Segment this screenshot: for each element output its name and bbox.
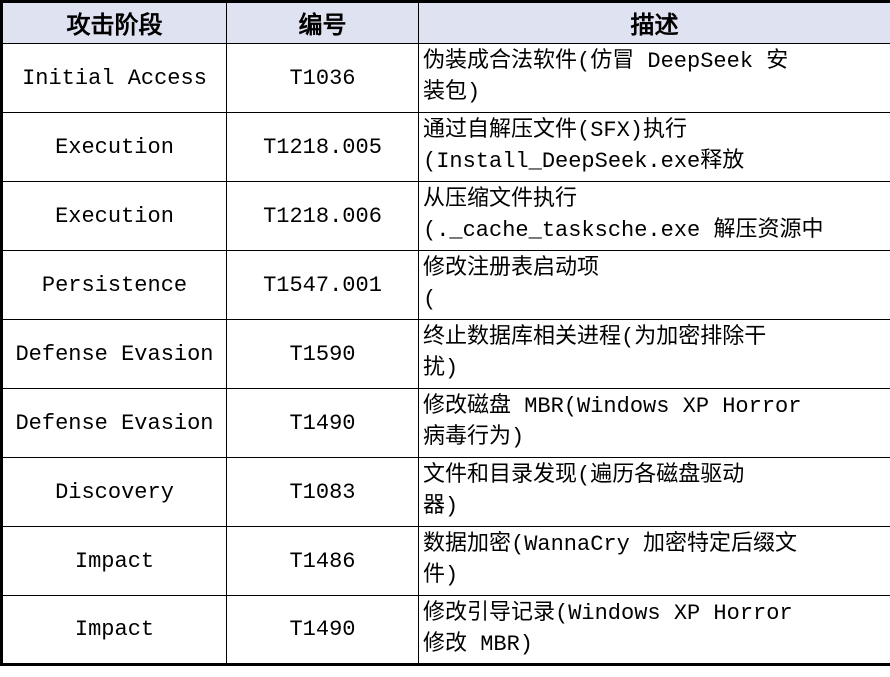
technique-id-cell: T1218.006 [226,181,419,251]
technique-id-cell: T1486 [226,526,419,596]
attack-phase-cell: Impact [1,595,227,665]
description-cell: 文件和目录发现(遍历各磁盘驱动 器) [418,457,890,527]
attack-phase-cell: Defense Evasion [1,319,227,389]
technique-id-cell: T1490 [226,595,419,665]
table-body: Initial Access T1036 伪装成合法软件(仿冒 DeepSeek… [1,43,890,665]
technique-id-cell: T1547.001 [226,250,419,320]
technique-id-cell: T1490 [226,388,419,458]
attack-phase-cell: Persistence [1,250,227,320]
technique-id-cell: T1590 [226,319,419,389]
table-row: Initial Access T1036 伪装成合法软件(仿冒 DeepSeek… [1,43,890,113]
description-cell: 数据加密(WannaCry 加密特定后缀文 件) [418,526,890,596]
header-technique-id: 编号 [226,1,419,44]
technique-id-cell: T1083 [226,457,419,527]
description-cell: 从压缩文件执行 (._cache_tasksche.exe 解压资源中 [418,181,890,251]
header-row: 攻击阶段 编号 描述 [1,1,890,44]
header-attack-phase: 攻击阶段 [1,1,227,44]
table-row: Impact T1486 数据加密(WannaCry 加密特定后缀文 件) [1,526,890,596]
header-description: 描述 [418,1,890,44]
attack-phase-cell: Initial Access [1,43,227,113]
table-row: Defense Evasion T1490 修改磁盘 MBR(Windows X… [1,388,890,458]
description-cell: 修改引导记录(Windows XP Horror 修改 MBR) [418,595,890,665]
table-row: Persistence T1547.001 修改注册表启动项 ( [1,250,890,320]
attack-phase-cell: Defense Evasion [1,388,227,458]
attack-phase-cell: Execution [1,112,227,182]
table-row: Execution T1218.005 通过自解压文件(SFX)执行 (Inst… [1,112,890,182]
attack-phase-cell: Execution [1,181,227,251]
technique-id-cell: T1218.005 [226,112,419,182]
attack-phase-cell: Impact [1,526,227,596]
description-cell: 伪装成合法软件(仿冒 DeepSeek 安 装包) [418,43,890,113]
table-row: Impact T1490 修改引导记录(Windows XP Horror 修改… [1,595,890,665]
table-row: Discovery T1083 文件和目录发现(遍历各磁盘驱动 器) [1,457,890,527]
attack-phase-cell: Discovery [1,457,227,527]
table-header: 攻击阶段 编号 描述 [1,1,890,44]
technique-id-cell: T1036 [226,43,419,113]
table-row: Defense Evasion T1590 终止数据库相关进程(为加密排除干 扰… [1,319,890,389]
description-cell: 修改磁盘 MBR(Windows XP Horror 病毒行为) [418,388,890,458]
description-cell: 终止数据库相关进程(为加密排除干 扰) [418,319,890,389]
description-cell: 通过自解压文件(SFX)执行 (Install_DeepSeek.exe释放 [418,112,890,182]
table-row: Execution T1218.006 从压缩文件执行 (._cache_tas… [1,181,890,251]
description-cell: 修改注册表启动项 ( [418,250,890,320]
